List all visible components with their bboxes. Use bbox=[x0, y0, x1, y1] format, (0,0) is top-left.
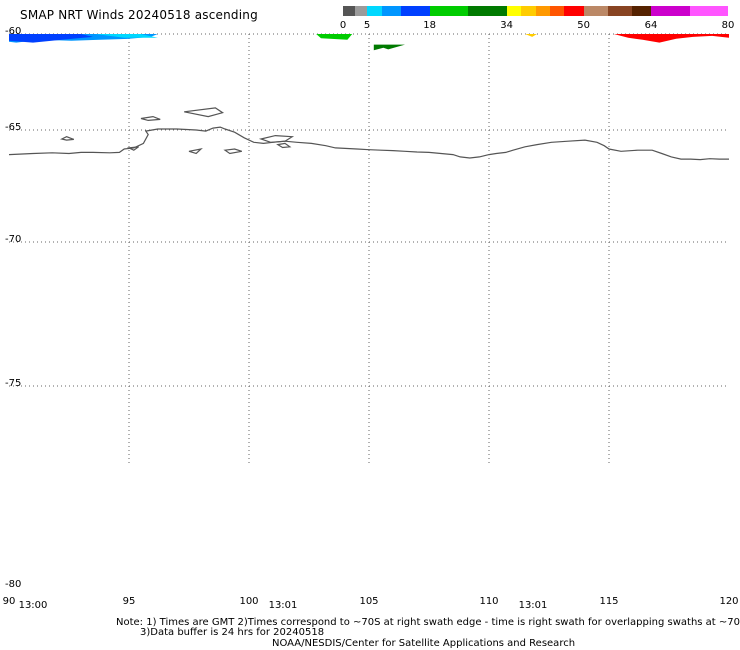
longitude-label: 120 bbox=[719, 596, 739, 607]
wind-swath-patch bbox=[9, 34, 93, 43]
longitude-label: 95 bbox=[122, 596, 136, 607]
coastline-line bbox=[8, 126, 729, 161]
scale-swatch bbox=[651, 6, 690, 16]
scale-swatch bbox=[400, 6, 430, 16]
wind-speed-color-scale bbox=[343, 6, 728, 16]
wind-swath-patch bbox=[525, 34, 537, 37]
longitude-label: 110 bbox=[479, 596, 499, 607]
scale-swatch bbox=[631, 6, 651, 16]
island-outline bbox=[140, 115, 161, 122]
scale-label: 5 bbox=[363, 20, 371, 31]
note-line-1: Note: 1) Times are GMT 2)Times correspon… bbox=[116, 617, 740, 628]
scale-label: 80 bbox=[721, 20, 735, 31]
scale-swatch bbox=[535, 6, 550, 16]
note-credit: NOAA/NESDIS/Center for Satellite Applica… bbox=[272, 638, 576, 649]
scale-swatch bbox=[689, 6, 728, 16]
island-outline bbox=[188, 148, 203, 155]
island-outline bbox=[184, 107, 225, 118]
scale-swatch bbox=[549, 6, 565, 16]
graticule bbox=[9, 33, 729, 466]
map-title: SMAP NRT Winds 20240518 ascending bbox=[20, 8, 258, 22]
note-line-2: 3)Data buffer is 24 hrs for 20240518 bbox=[140, 627, 325, 638]
wind-swath-layer bbox=[9, 34, 729, 51]
scale-swatch bbox=[367, 6, 382, 16]
scale-swatch bbox=[468, 6, 507, 16]
longitude-label: 105 bbox=[359, 596, 379, 607]
scale-label: 0 bbox=[339, 20, 347, 31]
scale-swatch bbox=[429, 6, 469, 16]
scale-label: 18 bbox=[423, 20, 436, 31]
scale-swatch bbox=[521, 6, 536, 16]
scale-swatch bbox=[506, 6, 522, 16]
swath-time-label: 13:00 bbox=[18, 600, 48, 611]
scale-swatch bbox=[583, 6, 608, 16]
swath-time-label: 13:01 bbox=[518, 600, 548, 611]
latitude-label: -75 bbox=[5, 378, 22, 389]
wind-swath-patch bbox=[316, 34, 353, 40]
longitude-label: 100 bbox=[239, 596, 259, 607]
scale-label: 34 bbox=[500, 20, 513, 31]
scale-label: 50 bbox=[577, 20, 590, 31]
swath-time-label: 13:01 bbox=[268, 600, 298, 611]
scale-label: 64 bbox=[644, 20, 658, 31]
island-outline bbox=[223, 148, 242, 155]
scale-swatch bbox=[564, 6, 584, 16]
wind-swath-patch bbox=[613, 34, 729, 43]
scale-swatch bbox=[355, 6, 368, 16]
latitude-label: -70 bbox=[5, 234, 22, 245]
wind-swath-patch bbox=[373, 44, 405, 51]
wind-swath-patch bbox=[95, 34, 158, 38]
longitude-label: 90 bbox=[2, 596, 16, 607]
scale-swatch bbox=[381, 6, 401, 16]
island-outline bbox=[276, 142, 292, 149]
island-outline bbox=[126, 146, 139, 151]
scale-swatch bbox=[343, 6, 356, 16]
latitude-label: -65 bbox=[5, 122, 22, 133]
latitude-label: -80 bbox=[5, 579, 22, 590]
island-outline bbox=[258, 134, 295, 143]
antarctic-coastline bbox=[8, 107, 729, 161]
longitude-label: 115 bbox=[599, 596, 619, 607]
scale-swatch bbox=[607, 6, 632, 16]
latitude-label: -60 bbox=[5, 26, 22, 37]
island-outline bbox=[59, 136, 75, 141]
